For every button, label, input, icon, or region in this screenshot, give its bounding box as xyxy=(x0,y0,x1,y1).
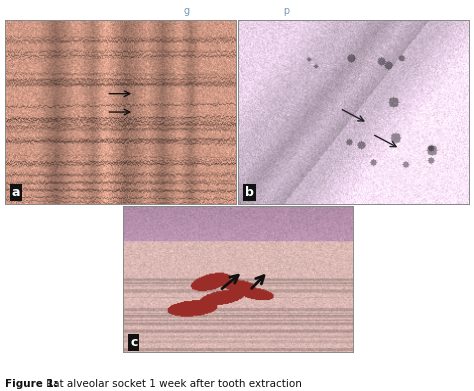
Text: a: a xyxy=(12,187,20,199)
Text: Rat alveolar socket 1 week after tooth extraction: Rat alveolar socket 1 week after tooth e… xyxy=(43,379,302,389)
Text: Figure 1:: Figure 1: xyxy=(5,379,58,389)
Text: g                              p: g p xyxy=(184,6,290,16)
Text: c: c xyxy=(130,336,137,349)
Text: b: b xyxy=(245,187,254,199)
